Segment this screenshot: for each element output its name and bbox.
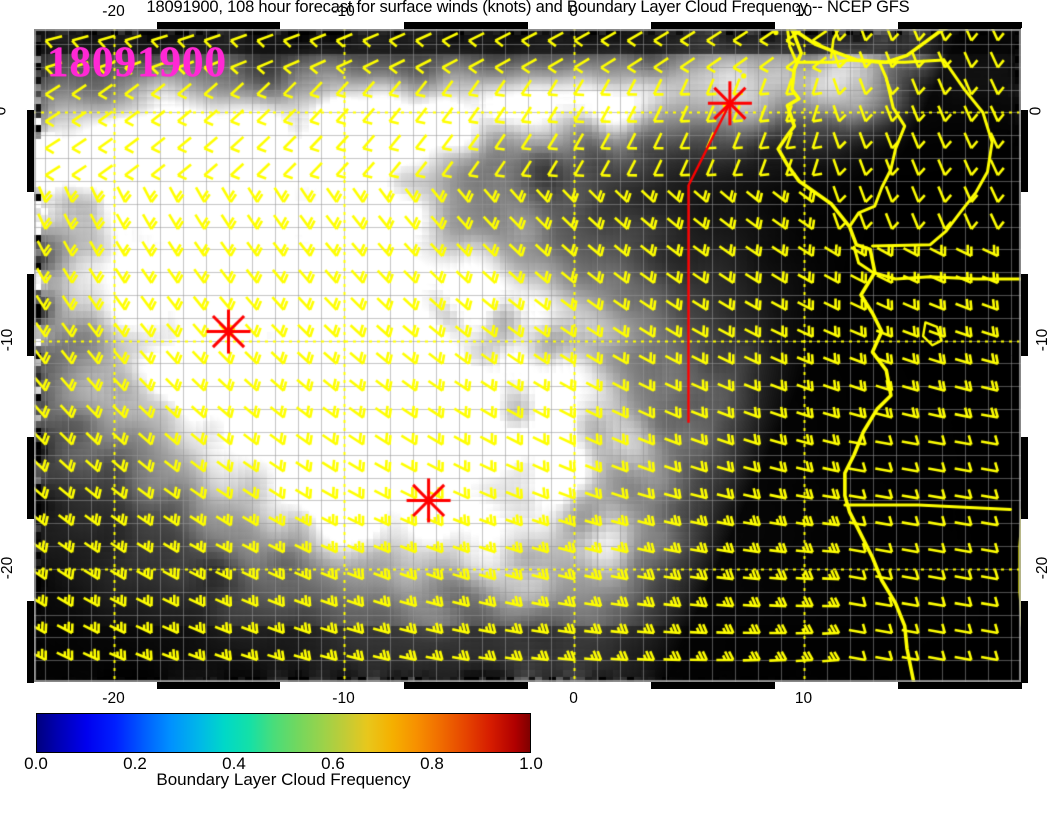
x-tick-top-2: 0 [569, 3, 578, 20]
page-title: 18091900, 108 hour forecast for surface … [146, 0, 910, 16]
axis-top [33, 22, 1022, 29]
axis-segment [1021, 601, 1028, 683]
colorbar-container[interactable] [36, 713, 531, 753]
y-tick-right-1: -10 [1034, 328, 1052, 351]
x-tick-bottom-3: 10 [794, 690, 813, 707]
map-plot-area[interactable] [33, 28, 1022, 683]
axis-segment [403, 22, 528, 29]
colorbar-tick-3: 0.6 [321, 754, 345, 773]
colorbar-tick-5: 1.0 [519, 754, 543, 773]
axis-segment [898, 682, 1022, 689]
colorbar-tick-4: 0.8 [420, 754, 444, 773]
axis-right [1021, 28, 1028, 683]
axis-segment [651, 682, 775, 689]
y-tick-left-1: -10 [0, 328, 17, 351]
axis-segment [27, 437, 34, 520]
forecast-datestamp: 18091900 [47, 39, 227, 86]
colorbar-tick-0: 0.0 [24, 754, 48, 773]
colorbar-gradient [36, 713, 531, 753]
x-tick-bottom-0: -20 [102, 690, 125, 707]
axis-segment [898, 22, 1022, 29]
axis-segment [1021, 109, 1028, 192]
colorbar-tick-1: 0.2 [123, 754, 147, 773]
axis-segment [156, 22, 281, 29]
axis-segment [403, 682, 528, 689]
axis-segment [651, 22, 775, 29]
axis-segment [27, 109, 34, 192]
y-tick-right-2: -20 [1034, 556, 1052, 580]
x-tick-top-0: -20 [102, 3, 125, 20]
x-tick-top-1: -10 [332, 3, 355, 20]
y-tick-left-0: 0 [0, 107, 10, 116]
axis-bottom [33, 682, 1022, 689]
axis-segment [1021, 273, 1028, 356]
axis-segment [1021, 437, 1028, 520]
colorbar-label: Boundary Layer Cloud Frequency [156, 770, 411, 789]
y-tick-left-2: -20 [0, 556, 17, 580]
axis-left [27, 28, 34, 683]
cloud-frequency-wind-map[interactable] [33, 28, 1022, 683]
axis-segment [156, 682, 281, 689]
colorbar-tick-2: 0.4 [222, 754, 246, 773]
x-tick-top-3: 10 [794, 3, 813, 20]
axis-segment [27, 601, 34, 683]
y-tick-right-0: 0 [1027, 107, 1045, 116]
axis-segment [27, 273, 34, 356]
x-tick-bottom-2: 0 [569, 690, 578, 707]
x-tick-bottom-1: -10 [332, 690, 355, 707]
